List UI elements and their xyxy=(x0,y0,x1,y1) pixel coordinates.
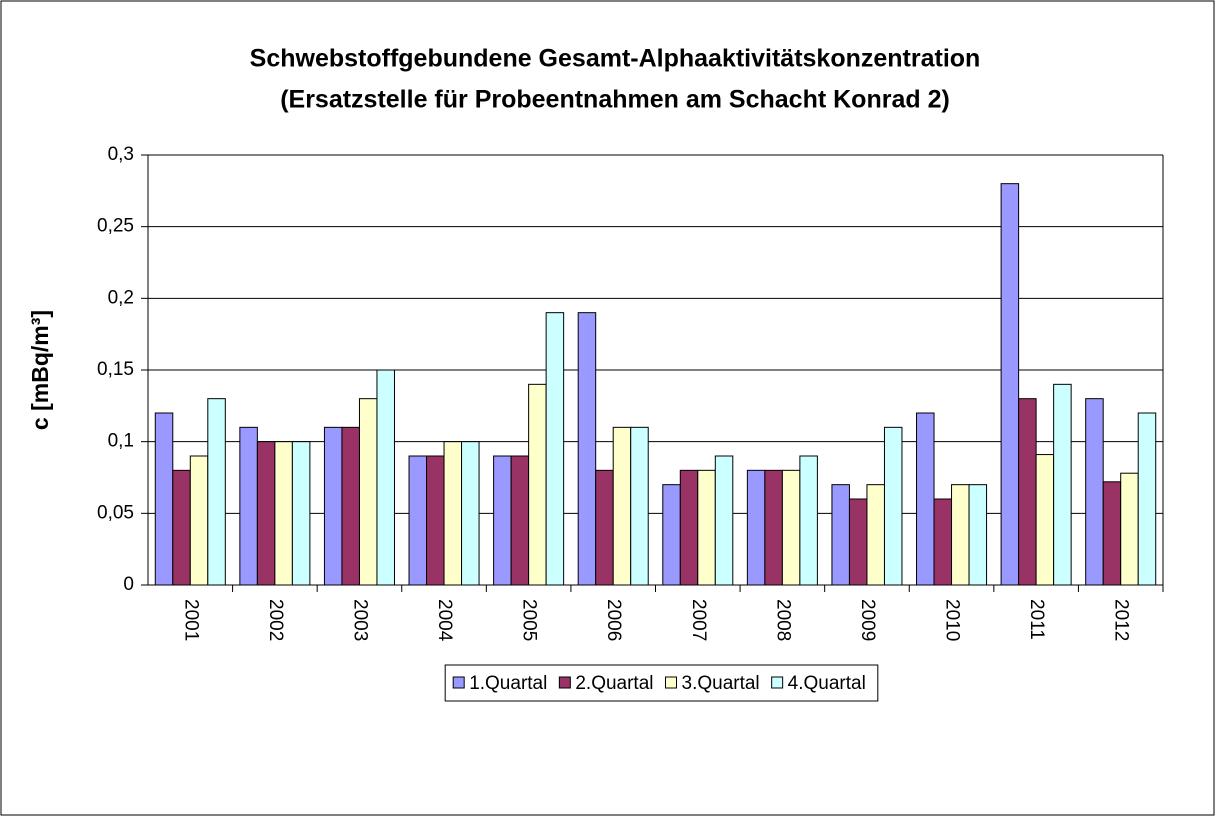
bar xyxy=(883,426,903,586)
bar xyxy=(1000,183,1020,586)
x-tick-label: 2004 xyxy=(434,599,455,642)
bar xyxy=(545,312,565,586)
bar xyxy=(461,441,480,586)
bar xyxy=(933,498,953,586)
chart-subtitle: (Ersatzstelle für Probeentnahmen am Scha… xyxy=(280,86,950,114)
bar xyxy=(697,469,716,586)
bar xyxy=(207,398,226,586)
y-axis-label: c [mBq/m³] xyxy=(27,310,53,430)
y-tick-label: 0,25 xyxy=(97,216,134,237)
bar xyxy=(1102,481,1122,586)
chart-title: Schwebstoffgebundene Gesamt-Alphaaktivit… xyxy=(250,45,981,73)
bar xyxy=(746,469,766,586)
bar xyxy=(510,455,530,586)
x-tick-label: 2011 xyxy=(1026,599,1047,640)
bar xyxy=(679,469,699,586)
bar xyxy=(528,383,547,586)
legend-label: 2.Quartal xyxy=(575,673,653,694)
x-tick-label: 2012 xyxy=(1111,599,1132,641)
bar xyxy=(443,441,463,586)
x-tick-label: 2008 xyxy=(772,599,793,641)
bar xyxy=(291,441,311,586)
bar xyxy=(408,455,428,586)
bar xyxy=(1035,454,1055,586)
bar xyxy=(341,426,360,586)
bar xyxy=(951,484,970,586)
bar xyxy=(630,426,649,586)
bar xyxy=(189,455,209,586)
y-tick-label: 0 xyxy=(123,574,134,595)
bar xyxy=(239,426,258,586)
bar xyxy=(1053,383,1072,586)
bar xyxy=(577,312,597,586)
bar xyxy=(1120,472,1139,586)
legend-swatch xyxy=(665,676,677,689)
bar xyxy=(1137,412,1157,586)
x-tick-label: 2009 xyxy=(857,599,878,641)
bar xyxy=(799,455,818,586)
bar xyxy=(274,441,293,586)
x-tick-label: 2010 xyxy=(942,599,963,641)
bar xyxy=(256,441,276,586)
bar xyxy=(714,455,734,586)
y-tick-label: 0,15 xyxy=(97,359,134,380)
y-tick-label: 0,2 xyxy=(108,287,134,308)
legend-swatch xyxy=(452,676,465,689)
y-tick-label: 0,1 xyxy=(108,431,134,452)
bar xyxy=(764,469,783,586)
legend-swatch xyxy=(771,676,784,689)
bar xyxy=(831,484,850,586)
bar xyxy=(612,426,632,586)
bar xyxy=(968,484,988,586)
bar xyxy=(154,412,174,586)
bar xyxy=(323,426,343,586)
legend-box xyxy=(444,664,879,702)
bar xyxy=(781,469,801,586)
legend: 1.Quartal 2.Quartal 3.Quartal 4.Quartal xyxy=(444,664,879,702)
legend-label: 1.Quartal xyxy=(469,673,547,694)
x-tick-label: 2003 xyxy=(349,599,370,641)
x-tick-label: 2001 xyxy=(180,599,201,641)
x-tick-label: 2005 xyxy=(519,599,540,641)
bar xyxy=(1085,398,1104,586)
bar xyxy=(916,412,935,586)
legend-label: 4.Quartal xyxy=(788,673,866,694)
bar xyxy=(493,455,512,586)
bar xyxy=(595,469,614,586)
x-tick-label: 2006 xyxy=(603,599,624,641)
bar xyxy=(358,398,378,586)
bar xyxy=(848,498,868,586)
bar xyxy=(426,455,445,586)
legend-label: 3.Quartal xyxy=(682,673,760,694)
x-tick-label: 2002 xyxy=(265,599,286,641)
y-tick-label: 0,3 xyxy=(108,144,134,165)
bar xyxy=(662,484,681,586)
bar xyxy=(1018,398,1037,586)
legend-swatch xyxy=(558,676,571,689)
bar xyxy=(866,484,885,586)
y-tick-label: 0,05 xyxy=(97,502,134,523)
bar xyxy=(172,469,191,586)
x-tick-label: 2007 xyxy=(688,599,709,641)
bar xyxy=(376,369,395,586)
